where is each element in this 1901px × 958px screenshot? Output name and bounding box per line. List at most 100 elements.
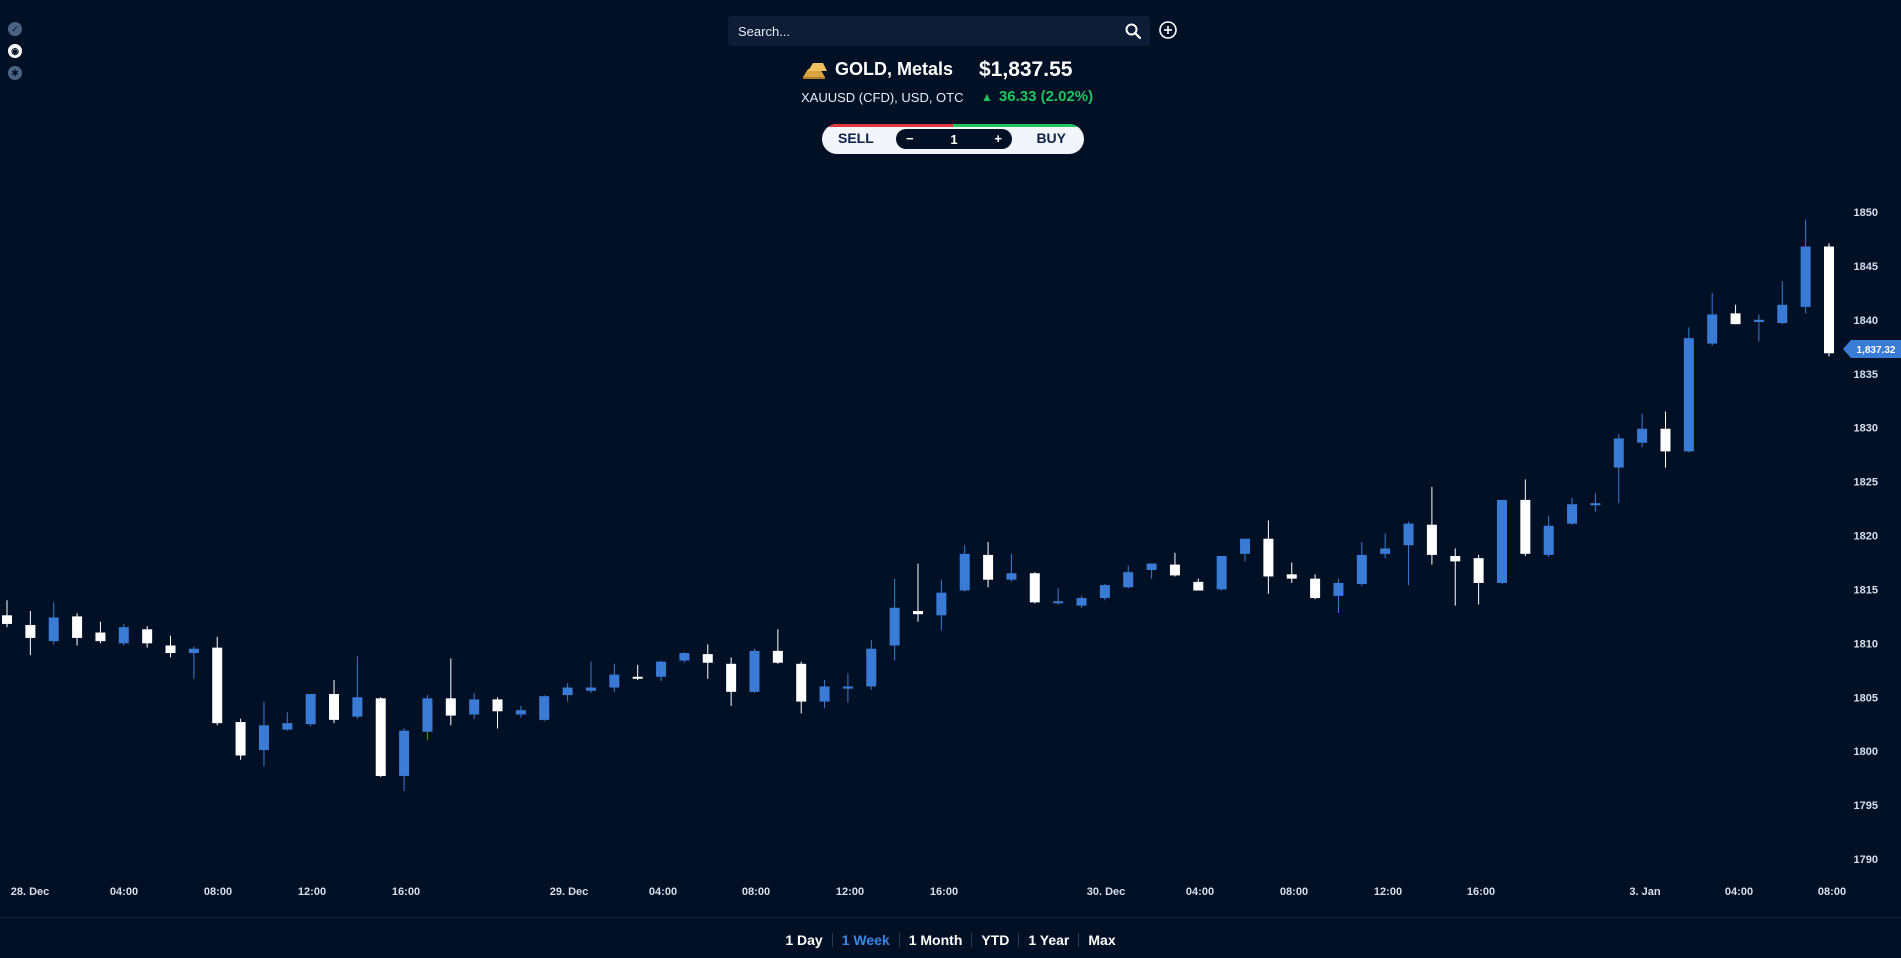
instrument-price: $1,837.55 bbox=[979, 58, 1073, 81]
buy-indicator bbox=[953, 124, 1084, 127]
y-tick-label: 1790 bbox=[1854, 854, 1878, 866]
candle-body bbox=[72, 616, 83, 638]
candle-body bbox=[632, 676, 643, 679]
quantity-value[interactable]: 1 bbox=[950, 132, 958, 147]
x-tick-label: 12:00 bbox=[836, 886, 864, 898]
record-icon[interactable]: ◉ bbox=[8, 44, 22, 58]
sell-button[interactable]: SELL bbox=[838, 130, 874, 146]
candle-body bbox=[1076, 598, 1087, 606]
candle-body bbox=[399, 730, 410, 776]
range-1-day[interactable]: 1 Day bbox=[785, 932, 823, 948]
candle-body bbox=[1613, 438, 1624, 468]
candle-body bbox=[819, 686, 830, 702]
x-tick-label: 16:00 bbox=[392, 886, 420, 898]
candle-body bbox=[1216, 555, 1227, 590]
candle-body bbox=[913, 610, 923, 615]
settings-icon[interactable]: ✱ bbox=[8, 66, 22, 80]
price-change: ▲ 36.33 (2.02%) bbox=[981, 88, 1093, 105]
candle-body bbox=[492, 699, 503, 712]
candle-body bbox=[2, 615, 12, 624]
candle-body bbox=[1099, 585, 1110, 599]
candle-body bbox=[48, 617, 59, 642]
candle-body bbox=[1403, 523, 1414, 546]
candle-body bbox=[702, 654, 713, 663]
candle-body bbox=[329, 694, 340, 720]
up-arrow-icon: ▲ bbox=[981, 90, 993, 104]
gold-bars-icon bbox=[803, 63, 827, 79]
add-icon[interactable] bbox=[1158, 20, 1178, 40]
candle-body bbox=[1637, 428, 1648, 443]
candle-body bbox=[585, 687, 596, 691]
range-ytd[interactable]: YTD bbox=[971, 933, 1018, 947]
x-tick-label: 04:00 bbox=[110, 886, 138, 898]
candle-body bbox=[1543, 525, 1554, 555]
candle-body bbox=[1683, 338, 1694, 452]
candle-body bbox=[95, 632, 106, 642]
range-1-year[interactable]: 1 Year bbox=[1018, 933, 1078, 947]
range-max[interactable]: Max bbox=[1078, 933, 1124, 947]
chart-icon[interactable]: ✓ bbox=[8, 22, 22, 36]
candle-body bbox=[679, 653, 690, 661]
candle-body bbox=[749, 650, 760, 692]
footer-divider bbox=[0, 917, 1901, 918]
y-tick-label: 1825 bbox=[1854, 477, 1878, 489]
candle-body bbox=[1707, 314, 1718, 344]
candle-body bbox=[726, 663, 737, 692]
candle-body bbox=[1730, 313, 1741, 325]
candle-body bbox=[1123, 572, 1134, 588]
candle-body bbox=[375, 698, 386, 776]
trade-bar: SELL − 1 + BUY bbox=[822, 124, 1084, 154]
candle-body bbox=[539, 696, 550, 720]
candle-body bbox=[1146, 563, 1157, 571]
candle-body bbox=[866, 648, 877, 687]
x-tick-label: 12:00 bbox=[1374, 886, 1402, 898]
y-tick-label: 1810 bbox=[1854, 638, 1878, 650]
candle-body bbox=[25, 625, 36, 638]
x-tick-label: 04:00 bbox=[1725, 886, 1753, 898]
left-toolbar: ✓ ◉ ✱ bbox=[8, 22, 26, 88]
candle-body bbox=[422, 698, 433, 732]
candle-body bbox=[1520, 499, 1531, 554]
buy-button[interactable]: BUY bbox=[1036, 130, 1066, 146]
candle-body bbox=[282, 723, 293, 730]
x-tick-label: 3. Jan bbox=[1629, 886, 1660, 898]
candle-body bbox=[772, 650, 783, 663]
candle-body bbox=[1496, 499, 1507, 583]
candle-body bbox=[1053, 601, 1064, 604]
search-icon[interactable] bbox=[1124, 22, 1142, 40]
candle-body bbox=[118, 627, 129, 644]
x-tick-label: 04:00 bbox=[649, 886, 677, 898]
range-selector: 1 Day 1 Week 1 Month YTD 1 Year Max bbox=[0, 932, 1901, 948]
candle-body bbox=[1029, 573, 1040, 603]
y-tick-label: 1845 bbox=[1854, 261, 1878, 273]
x-tick-label: 29. Dec bbox=[550, 886, 589, 898]
candle-body bbox=[1660, 428, 1671, 452]
instrument-name: GOLD, Metals bbox=[835, 59, 954, 79]
x-tick-label: 16:00 bbox=[1467, 886, 1495, 898]
decrease-button[interactable]: − bbox=[906, 131, 914, 146]
candle-body bbox=[1567, 504, 1578, 524]
candle-body bbox=[1263, 538, 1274, 577]
y-tick-label: 1805 bbox=[1854, 692, 1878, 704]
y-tick-label: 1850 bbox=[1854, 207, 1878, 219]
candle-body bbox=[515, 710, 526, 715]
candle-body bbox=[1473, 558, 1484, 583]
range-1-month[interactable]: 1 Month bbox=[898, 933, 972, 947]
increase-button[interactable]: + bbox=[994, 131, 1002, 146]
candle-body bbox=[656, 661, 667, 677]
candle-body bbox=[1426, 524, 1437, 555]
range-1-week[interactable]: 1 Week bbox=[831, 933, 899, 947]
candle-body bbox=[889, 607, 900, 646]
candle-body bbox=[1824, 246, 1834, 354]
candle-body bbox=[352, 697, 363, 717]
candle-body bbox=[1286, 574, 1297, 579]
y-tick-label: 1830 bbox=[1854, 423, 1878, 435]
candle-body bbox=[469, 699, 480, 715]
candle-body bbox=[212, 647, 223, 724]
search-input[interactable] bbox=[728, 16, 1118, 46]
candle-body bbox=[959, 553, 970, 591]
candle-body bbox=[235, 722, 246, 756]
last-price-label: 1,837.32 bbox=[1857, 345, 1896, 356]
candle-body bbox=[1380, 548, 1391, 554]
